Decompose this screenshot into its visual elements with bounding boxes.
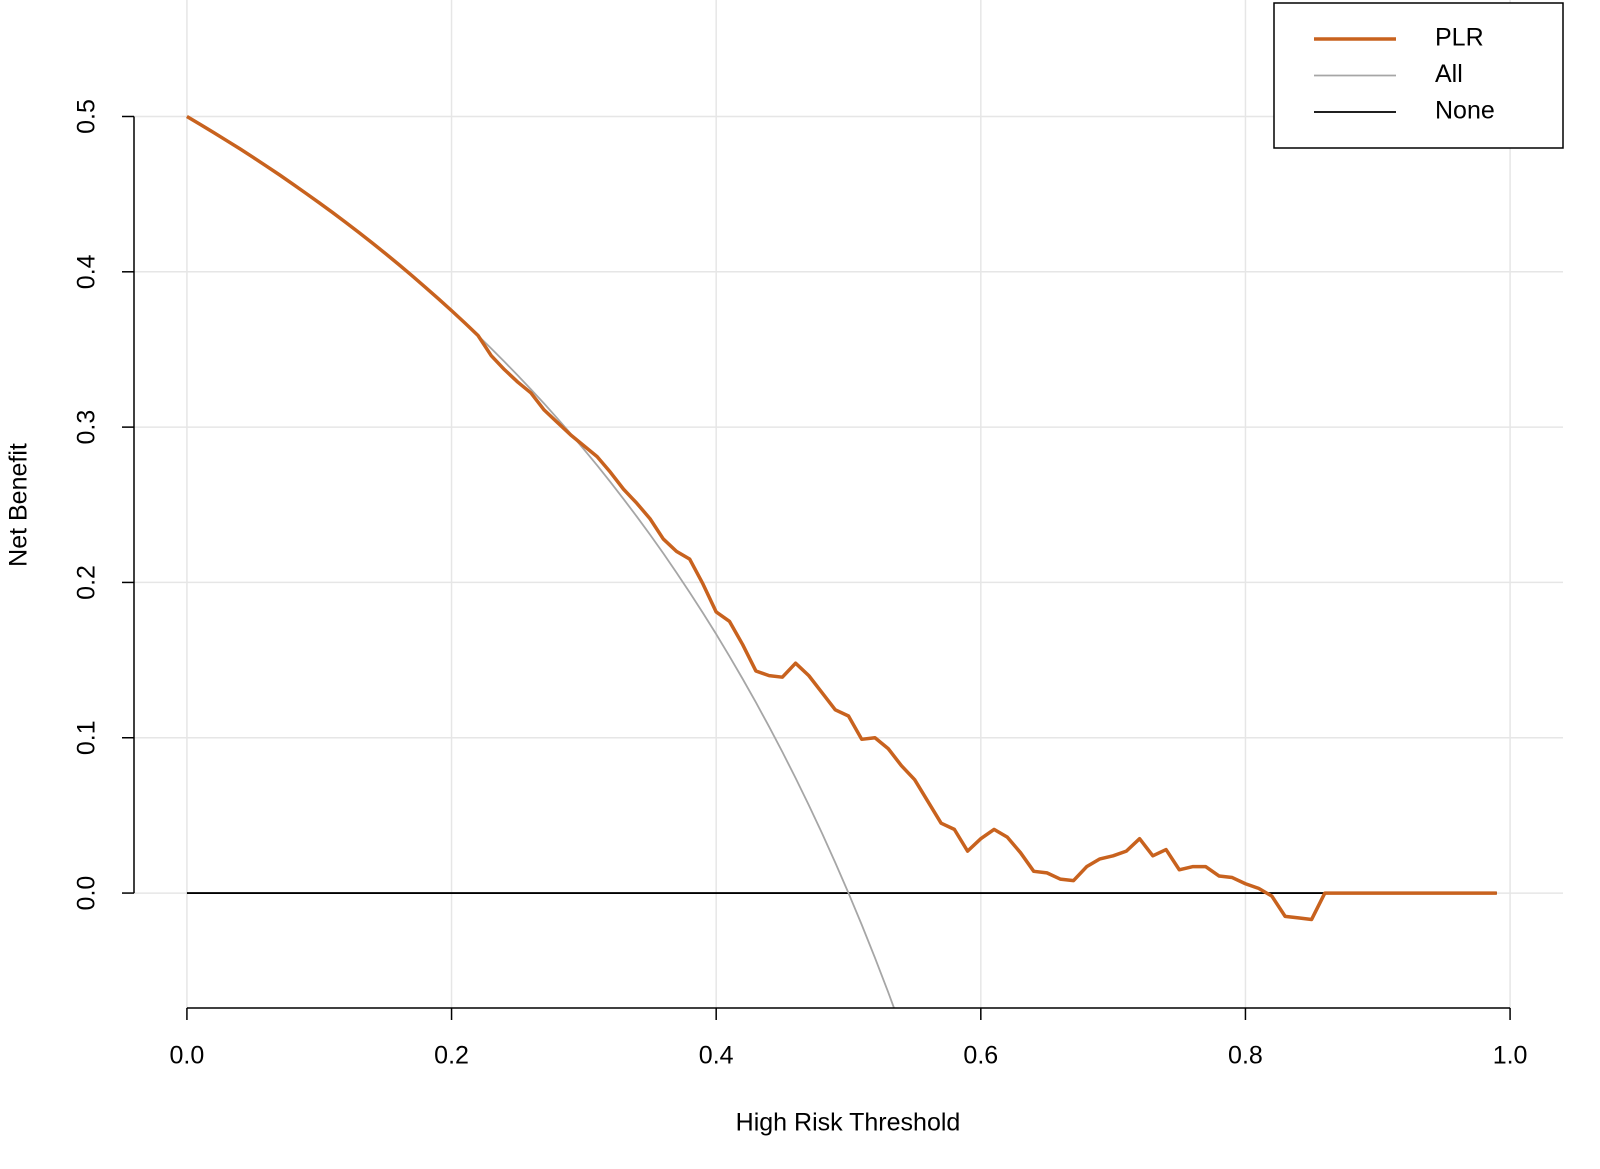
x-tick-label: 0.4 <box>699 1042 734 1070</box>
legend-label: PLR <box>1435 24 1484 52</box>
axes: 0.0 0.2 0.4 0.6 0.8 1.0 0.0 0.1 0.2 0.3 0.4 0.5 <box>73 99 1528 1070</box>
legend-label: None <box>1435 97 1495 125</box>
y-tick-label: 0.1 <box>73 720 101 755</box>
y-axis-label: Net Benefit <box>5 443 33 567</box>
y-tick-label: 0.5 <box>73 99 101 134</box>
series-line <box>186 114 1497 922</box>
legend: PLR All None <box>1273 2 1564 149</box>
x-tick-label: 0.0 <box>170 1042 205 1070</box>
y-tick-label: 0.2 <box>73 565 101 600</box>
y-tick-label: 0.4 <box>73 254 101 289</box>
y-tick-label: 0.3 <box>73 410 101 445</box>
x-tick-label: 0.2 <box>434 1042 469 1070</box>
series-line <box>186 115 895 1008</box>
legend-label: All <box>1435 60 1463 88</box>
plot-area <box>186 114 1497 1008</box>
x-tick-label: 0.6 <box>963 1042 998 1070</box>
x-tick-label: 0.8 <box>1228 1042 1263 1070</box>
x-axis-label: High Risk Threshold <box>736 1109 961 1137</box>
y-tick-label: 0.0 <box>73 876 101 911</box>
grid <box>134 0 1563 1008</box>
x-tick-label: 1.0 <box>1493 1042 1528 1070</box>
